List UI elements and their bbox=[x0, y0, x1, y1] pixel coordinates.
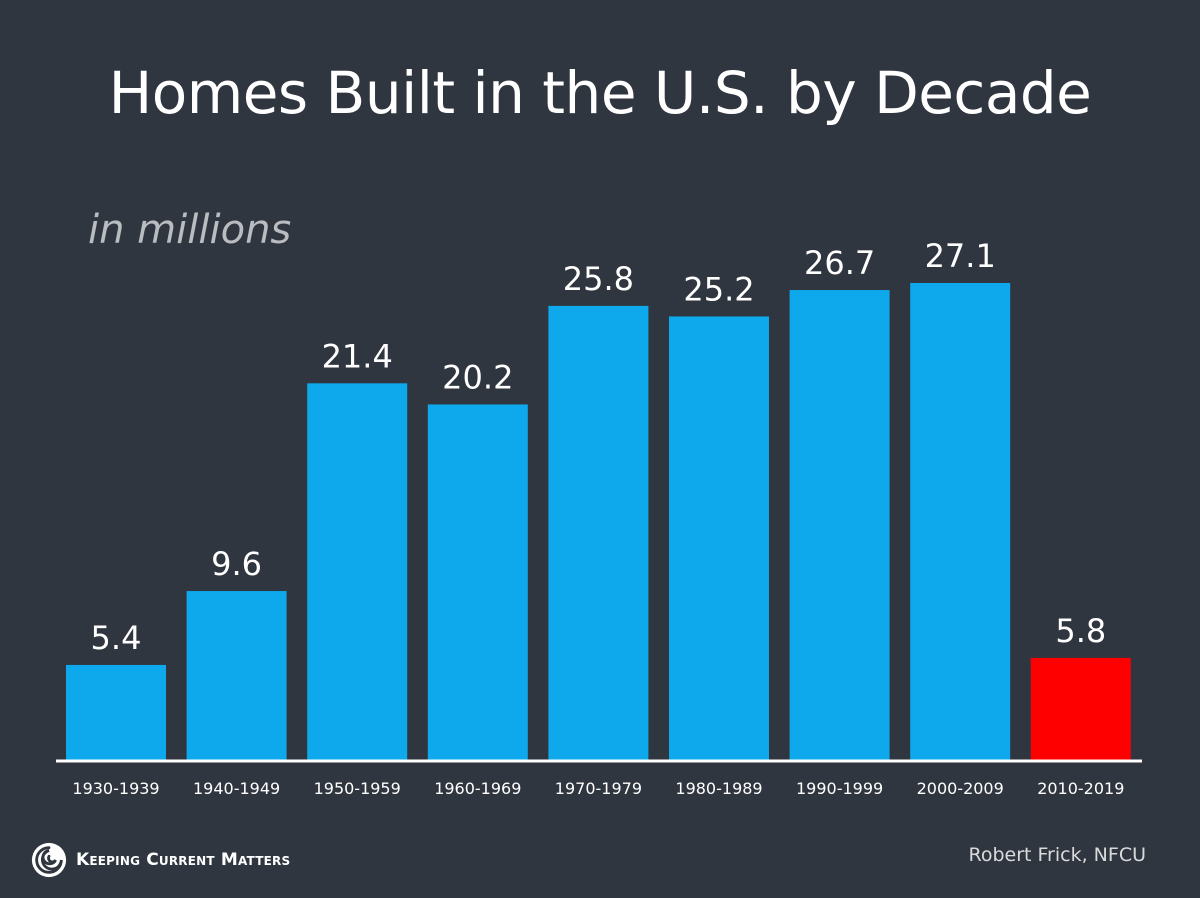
bar-2000-2009 bbox=[910, 283, 1011, 760]
kcm-swirl-icon bbox=[31, 842, 67, 878]
bar-1970-1979 bbox=[548, 305, 649, 760]
data-label-1990-1999: 26.7 bbox=[804, 244, 875, 282]
x-tick-label-1990-1999: 1990-1999 bbox=[796, 779, 883, 798]
data-label-1970-1979: 25.8 bbox=[563, 260, 634, 298]
data-label-2010-2019: 5.8 bbox=[1055, 612, 1106, 650]
brand-name: Keeping Current Matters bbox=[76, 850, 291, 870]
data-label-1950-1959: 21.4 bbox=[322, 337, 393, 375]
bar-1980-1989 bbox=[669, 316, 769, 760]
bar-1930-1939 bbox=[66, 664, 166, 760]
x-tick-label-1960-1969: 1960-1969 bbox=[434, 779, 521, 798]
data-label-1940-1949: 9.6 bbox=[211, 545, 262, 583]
x-tick-label-1950-1959: 1950-1959 bbox=[314, 779, 401, 798]
bar-1960-1969 bbox=[427, 404, 528, 760]
x-tick-label-1980-1989: 1980-1989 bbox=[675, 779, 762, 798]
x-tick-label-2010-2019: 2010-2019 bbox=[1037, 779, 1124, 798]
data-label-1980-1989: 25.2 bbox=[683, 270, 754, 308]
bar-1990-1999 bbox=[789, 290, 890, 760]
data-label-1930-1939: 5.4 bbox=[91, 619, 142, 657]
x-tick-label-1930-1939: 1930-1939 bbox=[72, 779, 159, 798]
x-tick-label-2000-2009: 2000-2009 bbox=[917, 779, 1004, 798]
x-tick-label-1940-1949: 1940-1949 bbox=[193, 779, 280, 798]
chart-subtitle: in millions bbox=[88, 207, 292, 253]
bar-1950-1959 bbox=[307, 383, 408, 760]
bar-2010-2019 bbox=[1030, 657, 1131, 760]
x-tick-label-1970-1979: 1970-1979 bbox=[555, 779, 642, 798]
bar-1940-1949 bbox=[186, 591, 287, 760]
chart-title: Homes Built in the U.S. by Decade bbox=[108, 59, 1092, 127]
data-label-1960-1969: 20.2 bbox=[442, 358, 513, 396]
brand-logo: Keeping Current Matters bbox=[30, 840, 290, 880]
data-label-2000-2009: 27.1 bbox=[925, 237, 996, 275]
source-credit: Robert Frick, NFCU bbox=[968, 844, 1146, 866]
